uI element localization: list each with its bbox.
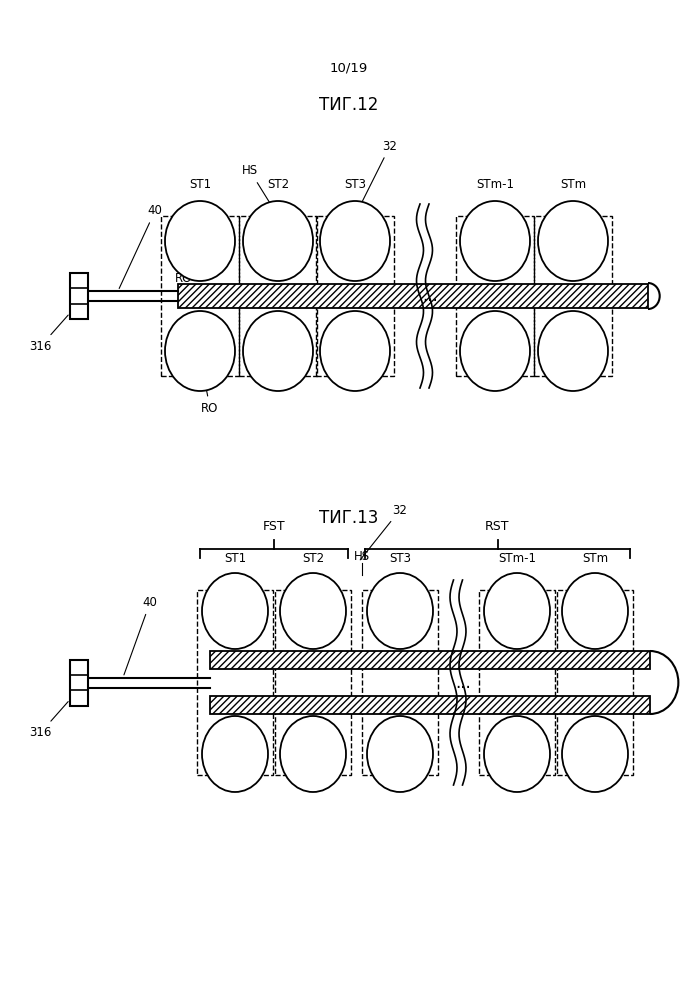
- Ellipse shape: [538, 311, 608, 391]
- Text: 32: 32: [362, 140, 397, 204]
- Text: 40: 40: [119, 205, 163, 289]
- Ellipse shape: [202, 716, 268, 792]
- Bar: [210, 696, 650, 714]
- Text: ST2: ST2: [302, 552, 324, 565]
- Bar: [534, 216, 612, 376]
- Bar: [70, 659, 88, 705]
- Text: 40: 40: [124, 596, 158, 675]
- Text: STm-1: STm-1: [476, 179, 514, 192]
- Text: RO: RO: [168, 252, 192, 285]
- Text: ST3: ST3: [389, 552, 411, 565]
- Ellipse shape: [460, 311, 530, 391]
- Bar: [197, 590, 273, 775]
- Bar: [316, 216, 394, 376]
- Bar: [362, 590, 438, 775]
- Bar: [210, 651, 650, 669]
- Ellipse shape: [460, 201, 530, 281]
- Text: ST1: ST1: [224, 552, 246, 565]
- Ellipse shape: [280, 573, 346, 649]
- Text: STm: STm: [560, 179, 586, 192]
- Ellipse shape: [320, 311, 390, 391]
- Ellipse shape: [484, 573, 550, 649]
- Text: 316: 316: [29, 701, 68, 739]
- Bar: [557, 590, 633, 775]
- Bar: [275, 590, 351, 775]
- Text: HS: HS: [242, 165, 272, 206]
- Bar: [479, 590, 555, 775]
- Ellipse shape: [280, 716, 346, 792]
- Text: HS: HS: [353, 550, 369, 563]
- Text: 32: 32: [360, 503, 408, 559]
- Text: RST: RST: [485, 520, 510, 533]
- Ellipse shape: [165, 201, 235, 281]
- Text: STm: STm: [582, 552, 608, 565]
- Ellipse shape: [367, 716, 433, 792]
- Ellipse shape: [562, 573, 628, 649]
- Ellipse shape: [243, 311, 313, 391]
- Text: ΤИГ.13: ΤИГ.13: [319, 509, 379, 527]
- Ellipse shape: [320, 201, 390, 281]
- Ellipse shape: [202, 573, 268, 649]
- Text: FST: FST: [262, 520, 285, 533]
- Bar: [161, 216, 239, 376]
- Text: ST3: ST3: [344, 179, 366, 192]
- Bar: [70, 273, 88, 319]
- Text: 10/19: 10/19: [330, 62, 368, 75]
- Text: ST1: ST1: [189, 179, 211, 192]
- Text: ...: ...: [422, 287, 438, 305]
- Ellipse shape: [484, 716, 550, 792]
- Text: ΤИГ.12: ΤИГ.12: [319, 96, 379, 114]
- Ellipse shape: [243, 201, 313, 281]
- Text: ...: ...: [456, 673, 471, 691]
- Bar: [178, 284, 648, 308]
- Text: STm-1: STm-1: [498, 552, 536, 565]
- Bar: [456, 216, 534, 376]
- Bar: [239, 216, 317, 376]
- Ellipse shape: [165, 311, 235, 391]
- Ellipse shape: [367, 573, 433, 649]
- Ellipse shape: [538, 201, 608, 281]
- Bar: [178, 284, 648, 308]
- Bar: [210, 651, 650, 669]
- Ellipse shape: [562, 716, 628, 792]
- Bar: [210, 696, 650, 714]
- Text: RO: RO: [195, 334, 218, 415]
- Text: ST2: ST2: [267, 179, 289, 192]
- Text: 316: 316: [29, 315, 68, 353]
